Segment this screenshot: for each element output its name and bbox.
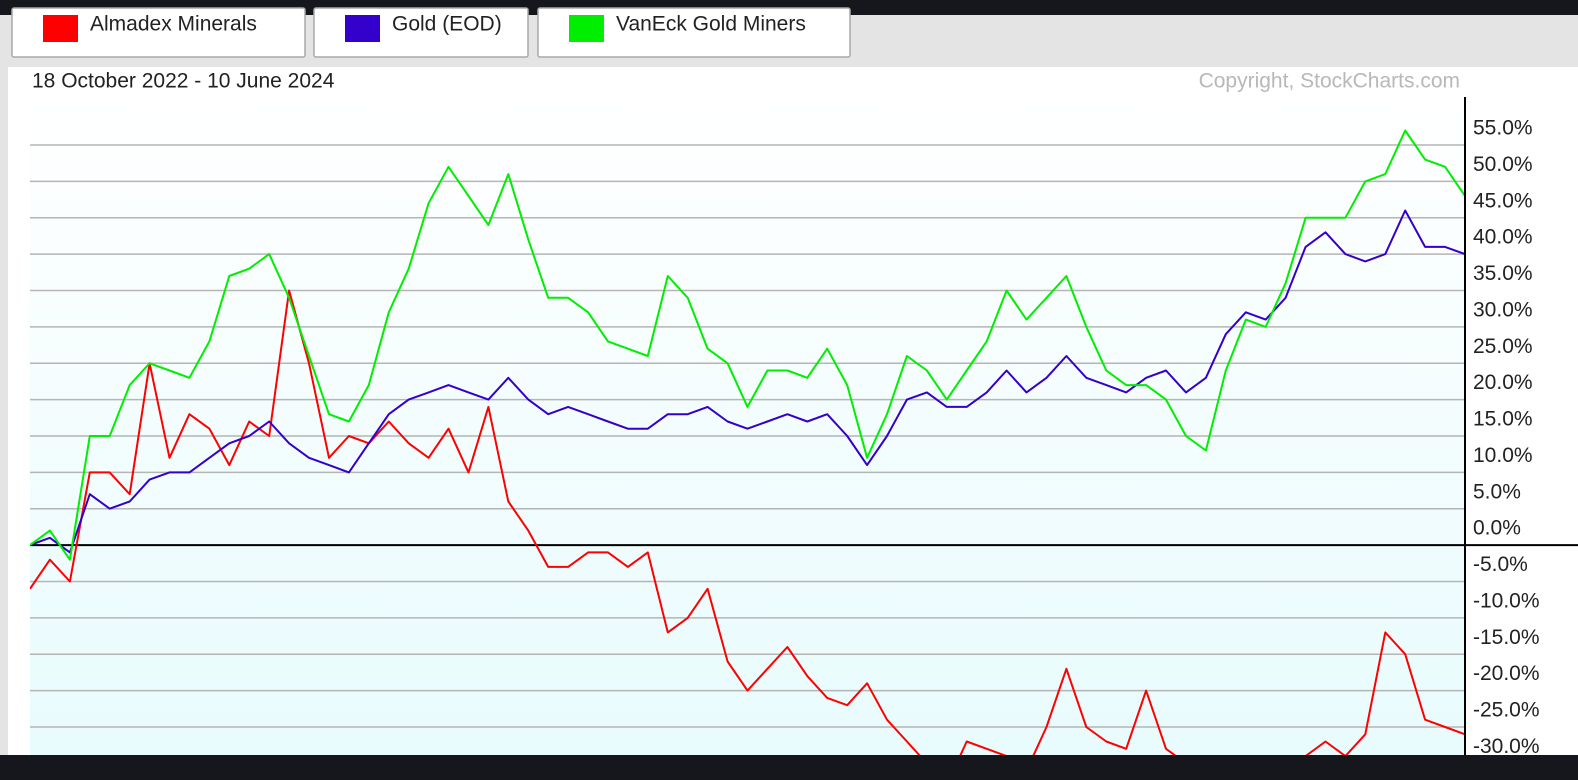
bottom-bar (0, 755, 1578, 775)
y-tick-label: 20.0% (1473, 371, 1533, 394)
plot-area (30, 97, 1465, 755)
series-line (30, 289, 1465, 755)
y-tick-label: -25.0% (1473, 699, 1540, 722)
legend-label: Gold (EOD) (392, 13, 502, 36)
y-tick-label: -5.0% (1473, 553, 1528, 576)
series-line (30, 209, 1465, 554)
series-line (30, 129, 1465, 561)
y-tick-label: 45.0% (1473, 189, 1533, 212)
legend-swatch (569, 15, 604, 42)
legend-label: Almadex Minerals (90, 13, 257, 36)
legend-button[interactable] (11, 7, 306, 58)
left-border (0, 15, 8, 755)
lines (30, 129, 1465, 755)
y-tick-label: 30.0% (1473, 298, 1533, 321)
y-tick-label: 15.0% (1473, 408, 1533, 431)
date-range: 18 October 2022 - 10 June 2024 (32, 70, 335, 93)
legend-swatch (43, 15, 78, 42)
grid (30, 144, 1578, 765)
y-tick-label: 10.0% (1473, 444, 1533, 467)
legend: Almadex Minerals Gold (EOD) VanEck Gold Mi… (11, 7, 851, 58)
y-tick-label: 50.0% (1473, 153, 1533, 176)
copyright: Copyright, StockCharts.com (1199, 70, 1460, 93)
y-tick-label: 0.0% (1473, 517, 1521, 540)
y-tick-label: 5.0% (1473, 480, 1521, 503)
y-tick-label: -10.0% (1473, 589, 1540, 612)
legend-button[interactable] (537, 7, 851, 58)
y-tick-label: 55.0% (1473, 117, 1533, 140)
y-tick-label: -20.0% (1473, 662, 1540, 685)
y-tick-label: 35.0% (1473, 262, 1533, 285)
y-tick-label: 25.0% (1473, 335, 1533, 358)
legend-label: VanEck Gold Miners (616, 13, 806, 36)
legend-swatch (345, 15, 380, 42)
y-tick-label: -30.0% (1473, 735, 1540, 758)
y-tick-label: -15.0% (1473, 626, 1540, 649)
y-tick-label: 40.0% (1473, 226, 1533, 249)
